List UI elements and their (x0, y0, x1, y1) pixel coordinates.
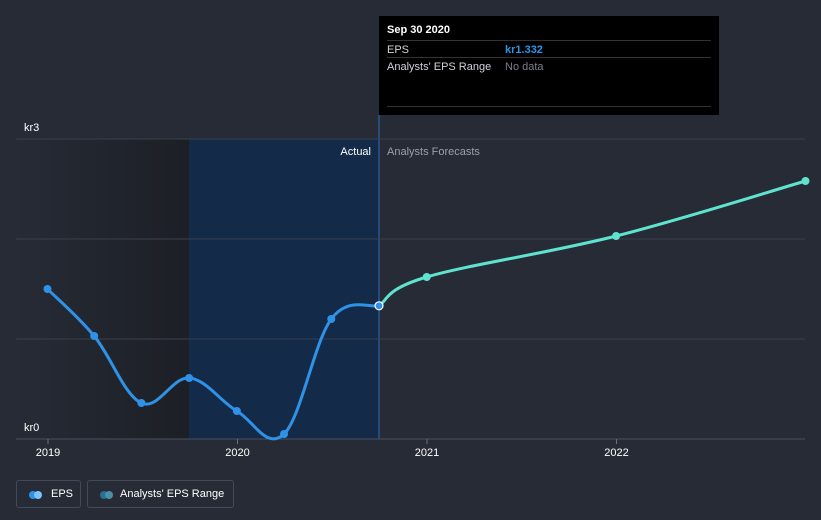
actual-label: Actual (340, 146, 371, 158)
actual-region (189, 139, 379, 439)
x-tick-label: 2019 (36, 447, 60, 459)
tooltip-eps-label: EPS (387, 44, 410, 56)
eps-data-point (137, 399, 146, 407)
gridlines (16, 138, 805, 340)
legend-eps-label: EPS (51, 488, 74, 500)
tooltip-range-row: Analysts' EPS Range No data (387, 57, 711, 75)
eps-data-point (43, 285, 52, 293)
tooltip-eps-row: EPS kr1.332 (387, 40, 711, 58)
tooltip-range-value: No data (505, 61, 544, 73)
y-label-max: kr3 (24, 122, 39, 134)
y-label-min: kr0 (24, 422, 39, 434)
legend-range-label: Analysts' EPS Range (120, 488, 225, 500)
forecast-data-point (422, 273, 431, 281)
forecast-series-line (377, 179, 807, 308)
legend-eps-dot-icon (34, 491, 42, 499)
x-tick-label: 2021 (415, 447, 439, 459)
tooltip-date: Sep 30 2020 (387, 24, 450, 36)
x-tick-label: 2022 (604, 447, 628, 459)
tooltip-eps-value: kr1.332 (505, 44, 543, 56)
forecast-data-point (612, 232, 621, 240)
x-tick-label: 2020 (225, 447, 249, 459)
legend-range-button[interactable]: Analysts' EPS Range (87, 480, 234, 508)
eps-data-point (374, 301, 384, 311)
legend-eps-button[interactable]: EPS (16, 480, 81, 508)
legend-range-dot-icon (100, 491, 108, 499)
eps-data-point (90, 332, 99, 340)
eps-data-point (327, 315, 336, 323)
eps-series-line (45, 287, 381, 441)
eps-data-point (232, 407, 241, 415)
x-axis-ticks: 2019 2020 2021 2022 (36, 439, 629, 459)
forecast-data-point (801, 177, 810, 185)
hover-tooltip: Sep 30 2020 EPS kr1.332 Analysts' EPS Ra… (379, 16, 719, 115)
legend-range-dot-icon (105, 491, 113, 499)
tooltip-range-label: Analysts' EPS Range (387, 61, 492, 73)
forecast-label: Analysts Forecasts (387, 146, 480, 158)
legend-eps-dot-icon (29, 491, 37, 499)
tooltip-divider (387, 106, 711, 107)
data-points (43, 177, 810, 438)
eps-data-point (280, 430, 289, 438)
eps-data-point (185, 374, 194, 382)
